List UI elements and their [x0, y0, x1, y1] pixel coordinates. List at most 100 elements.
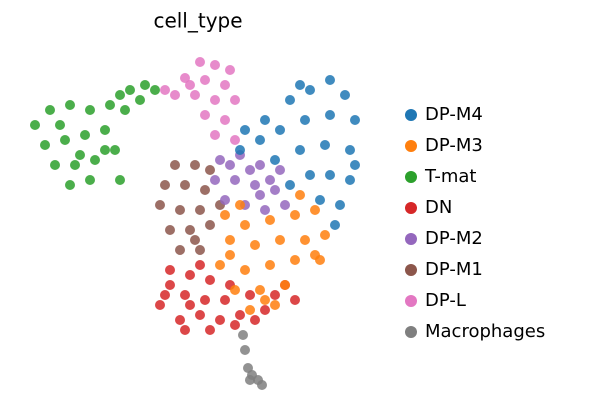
point	[265, 215, 275, 225]
point	[250, 180, 260, 190]
point	[275, 235, 285, 245]
legend-label: DP-L	[425, 290, 466, 311]
point	[255, 285, 265, 295]
point	[215, 155, 225, 165]
point	[245, 375, 255, 385]
legend-marker	[405, 295, 417, 307]
point	[260, 205, 270, 215]
legend-label: Macrophages	[425, 321, 545, 342]
legend-label: T-mat	[424, 166, 476, 187]
point	[200, 185, 210, 195]
point	[165, 280, 175, 290]
point	[335, 200, 345, 210]
point	[140, 80, 150, 90]
point	[295, 145, 305, 155]
point	[320, 140, 330, 150]
point	[175, 205, 185, 215]
point	[275, 165, 285, 175]
point	[45, 105, 55, 115]
point	[345, 175, 355, 185]
point	[190, 235, 200, 245]
point	[220, 295, 230, 305]
point	[257, 380, 267, 390]
point	[215, 315, 225, 325]
point	[345, 145, 355, 155]
point	[180, 180, 190, 190]
point	[50, 160, 60, 170]
point	[210, 95, 220, 105]
point	[195, 205, 205, 215]
point	[195, 57, 205, 67]
point	[325, 170, 335, 180]
legend-marker	[405, 326, 417, 338]
point	[245, 305, 255, 315]
point	[300, 235, 310, 245]
point	[325, 110, 335, 120]
legend-label: DP-M4	[425, 104, 483, 125]
point	[205, 165, 215, 175]
legend-marker	[405, 233, 417, 245]
point	[238, 330, 248, 340]
point	[205, 275, 215, 285]
point	[225, 65, 235, 75]
point	[65, 180, 75, 190]
point	[185, 225, 195, 235]
point	[160, 290, 170, 300]
point	[250, 315, 260, 325]
point	[265, 260, 275, 270]
point	[85, 105, 95, 115]
point	[240, 220, 250, 230]
point	[60, 135, 70, 145]
point	[70, 160, 80, 170]
point	[170, 90, 180, 100]
point	[260, 305, 270, 315]
point	[320, 230, 330, 240]
point	[230, 135, 240, 145]
point	[255, 160, 265, 170]
point	[245, 165, 255, 175]
legend-marker	[405, 264, 417, 276]
point	[180, 290, 190, 300]
point	[350, 115, 360, 125]
point	[120, 105, 130, 115]
point	[205, 220, 215, 230]
point	[190, 160, 200, 170]
point	[185, 80, 195, 90]
point	[270, 290, 280, 300]
legend-label: DP-M3	[425, 135, 483, 156]
point	[220, 115, 230, 125]
point	[300, 115, 310, 125]
point	[280, 200, 290, 210]
point	[230, 285, 240, 295]
point	[55, 120, 65, 130]
legend-label: DP-M2	[425, 228, 483, 249]
point	[235, 310, 245, 320]
point	[110, 145, 120, 155]
point	[225, 250, 235, 260]
point	[160, 85, 170, 95]
point	[170, 160, 180, 170]
point	[185, 300, 195, 310]
point	[185, 270, 195, 280]
point	[270, 155, 280, 165]
legend-marker	[405, 140, 417, 152]
point	[210, 60, 220, 70]
point	[195, 310, 205, 320]
point	[305, 170, 315, 180]
legend-marker	[405, 202, 417, 214]
point	[285, 180, 295, 190]
point	[255, 190, 265, 200]
point	[85, 175, 95, 185]
point	[225, 160, 235, 170]
point	[195, 260, 205, 270]
point	[260, 115, 270, 125]
point	[190, 90, 200, 100]
point	[225, 235, 235, 245]
point	[220, 195, 230, 205]
point	[90, 155, 100, 165]
point	[65, 100, 75, 110]
point	[235, 145, 245, 155]
point	[160, 180, 170, 190]
point	[155, 300, 165, 310]
point	[200, 295, 210, 305]
